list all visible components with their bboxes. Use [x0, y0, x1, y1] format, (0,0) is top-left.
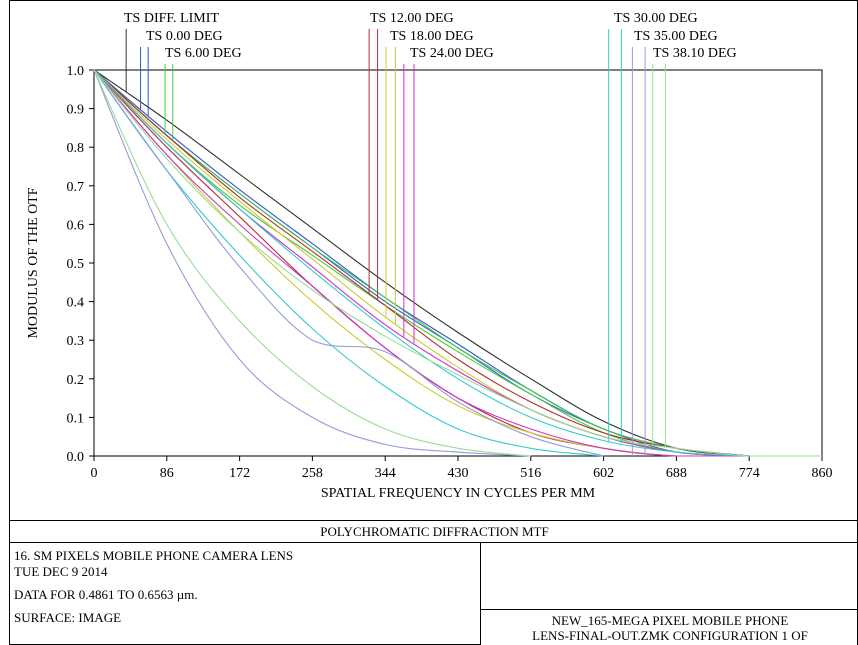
- y-tick-label: 0.0: [67, 450, 85, 465]
- legend-label: TS 38.10 DEG: [653, 46, 737, 61]
- mtf-curve-13: [93, 69, 604, 457]
- x-tick-label: 430: [448, 466, 469, 481]
- legend-label: TS 30.00 DEG: [614, 11, 698, 26]
- y-tick-label: 0.1: [67, 411, 85, 426]
- y-tick-label: 0.5: [67, 257, 85, 272]
- mtf-curve-14: [93, 69, 604, 457]
- chart-title-box: POLYCHROMATIC DIFFRACTION MTF: [9, 520, 858, 543]
- y-tick-label: 0.3: [67, 334, 85, 349]
- x-tick-label: 688: [666, 466, 687, 481]
- y-tick-label: 0.4: [67, 296, 85, 311]
- y-tick-label: 0.7: [67, 180, 85, 195]
- legend-label: TS 12.00 DEG: [370, 11, 454, 26]
- x-tick-label: 516: [520, 466, 541, 481]
- x-tick-label: 774: [739, 466, 760, 481]
- surface-label: SURFACE: IMAGE: [14, 610, 122, 625]
- plot-frame: [9, 0, 858, 521]
- x-tick-label: 860: [812, 466, 833, 481]
- mtf-curve-17: [93, 69, 531, 457]
- info-right-box: NEW_165-MEGA PIXEL MOBILE PHONE LENS-FIN…: [480, 542, 858, 645]
- y-tick-label: 0.9: [67, 103, 85, 118]
- mtf-curve-16: [93, 69, 822, 457]
- legend-label: TS 24.00 DEG: [410, 46, 494, 61]
- legend-label: TS 35.00 DEG: [634, 29, 718, 44]
- legend-label: TS 6.00 DEG: [165, 46, 242, 61]
- x-tick-label: 602: [593, 466, 614, 481]
- y-tick-label: 0.6: [67, 218, 85, 233]
- wavelength-range: DATA FOR 0.4861 TO 0.6563 µm.: [14, 587, 198, 602]
- x-tick-label: 258: [302, 466, 323, 481]
- x-tick-label: 0: [91, 466, 98, 481]
- mtf-curve-15: [93, 69, 531, 457]
- info-left-box: 16. SM PIXELS MOBILE PHONE CAMERA LENS T…: [9, 542, 481, 645]
- y-tick-label: 0.2: [67, 373, 85, 388]
- info-divider: [481, 609, 857, 610]
- x-tick-label: 172: [229, 466, 250, 481]
- chart-title: POLYCHROMATIC DIFFRACTION MTF: [320, 524, 549, 539]
- y-axis-label: MODULUS OF THE OTF: [26, 187, 41, 338]
- file-name-line2: LENS-FINAL-OUT.ZMK CONFIGURATION 1 OF: [532, 628, 808, 643]
- x-tick-label: 86: [160, 466, 174, 481]
- report-date: TUE DEC 9 2014: [14, 564, 108, 579]
- legend-label: TS DIFF. LIMIT: [124, 11, 219, 26]
- y-tick-label: 0.8: [67, 141, 85, 156]
- legend-label: TS 0.00 DEG: [146, 29, 223, 44]
- mtf-curve-12: [93, 69, 750, 457]
- lens-title: 16. SM PIXELS MOBILE PHONE CAMERA LENS: [14, 548, 294, 563]
- x-tick-label: 344: [375, 466, 396, 481]
- legend-label: TS 18.00 DEG: [390, 29, 474, 44]
- x-axis-label: SPATIAL FREQUENCY IN CYCLES PER MM: [321, 486, 596, 501]
- file-name-line1: NEW_165-MEGA PIXEL MOBILE PHONE: [551, 613, 789, 628]
- y-tick-label: 1.0: [67, 64, 85, 79]
